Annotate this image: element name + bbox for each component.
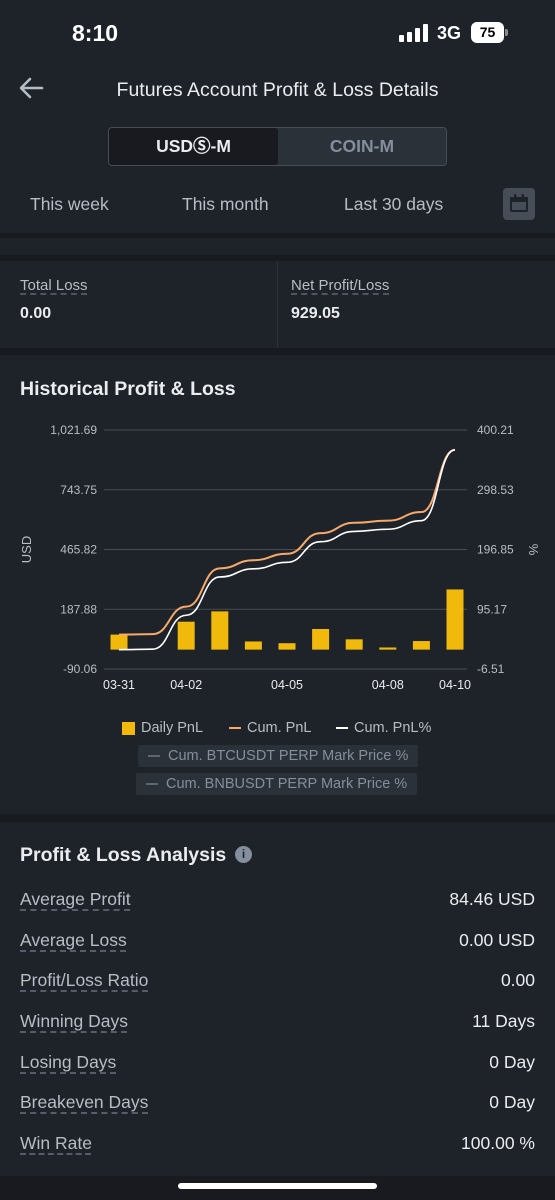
- analysis-row: Average Profit 84.46 USD: [20, 889, 535, 913]
- daily-pnl-swatch: [122, 721, 135, 735]
- average-profit-value: 84.46 USD: [449, 889, 535, 909]
- y-tick-right: 95.17: [477, 602, 507, 616]
- x-tick-label: 03-31: [103, 678, 135, 692]
- legend-bnbusdt-toggle[interactable]: Cum. BNBUSDT PERP Mark Price %: [136, 773, 418, 795]
- losing-days-label[interactable]: Losing Days: [20, 1052, 117, 1072]
- average-loss-label[interactable]: Average Loss: [20, 930, 127, 950]
- daily-pnl-bar: [244, 641, 262, 650]
- cum-pnl-pct-swatch: [336, 727, 348, 729]
- info-icon[interactable]: i: [235, 846, 252, 863]
- y-tick-left: 187.88: [60, 602, 97, 616]
- daily-pnl-bar: [278, 643, 296, 650]
- daily-pnl-bar: [211, 611, 229, 650]
- top-panel: [0, 0, 555, 233]
- y-tick-left: 743.75: [60, 483, 97, 497]
- home-indicator: [178, 1183, 377, 1189]
- analysis-row: Breakeven Days 0 Day: [20, 1092, 535, 1116]
- y-tick-right: 196.85: [477, 543, 514, 557]
- status-bar: 8:10 3G 75: [0, 0, 555, 66]
- winning-days-label[interactable]: Winning Days: [20, 1011, 128, 1031]
- pnl-analysis-panel: Profit & Loss Analysis i Average Profit …: [0, 822, 555, 1176]
- y-tick-right: 298.53: [477, 483, 514, 497]
- daily-pnl-bar: [110, 634, 128, 650]
- analysis-row: Losing Days 0 Day: [20, 1052, 535, 1076]
- win-rate-value: 100.00 %: [461, 1133, 535, 1153]
- net-profit-loss-label: Net Profit/Loss: [291, 277, 390, 294]
- y-tick-left: 465.82: [60, 543, 97, 557]
- signal-icon: [399, 24, 429, 42]
- battery-level: 75: [471, 22, 504, 43]
- legend-cum-pnl-label: Cum. PnL: [247, 720, 312, 736]
- back-arrow-icon[interactable]: [18, 76, 44, 100]
- summary-panel: Total Loss 0.00 Net Profit/Loss 929.05: [0, 261, 555, 348]
- daily-pnl-bar: [446, 589, 464, 650]
- analysis-row: Average Loss 0.00 USD: [20, 930, 535, 954]
- y-tick-left: 1,021.69: [50, 423, 97, 437]
- legend-bnbusdt-label: Cum. BNBUSDT PERP Mark Price %: [166, 776, 408, 792]
- cum-pnl-swatch: [229, 727, 241, 729]
- x-tick-label: 04-02: [170, 678, 202, 692]
- daily-pnl-bar: [412, 641, 430, 650]
- divider-strip: [0, 238, 555, 255]
- breakeven-days-label[interactable]: Breakeven Days: [20, 1092, 149, 1112]
- cum-pnl-line: [118, 448, 456, 636]
- net-profit-loss-value: 929.05: [291, 305, 340, 322]
- legend-btcusdt-label: Cum. BTCUSDT PERP Mark Price %: [168, 748, 409, 764]
- btc-swatch: [148, 755, 160, 757]
- total-loss-label: Total Loss: [20, 277, 88, 294]
- tab-usds-m[interactable]: USDⓈ-M: [109, 128, 278, 165]
- profit-loss-ratio-label[interactable]: Profit/Loss Ratio: [20, 970, 149, 990]
- analysis-row: Win Rate 100.00 %: [20, 1133, 535, 1157]
- network-type: 3G: [437, 23, 462, 43]
- daily-pnl-bar: [312, 629, 330, 650]
- period-this-month[interactable]: This month: [182, 194, 269, 214]
- daily-pnl-bar: [345, 639, 363, 650]
- y-tick-right: -6.51: [477, 662, 505, 676]
- x-tick-label: 04-10: [439, 678, 471, 692]
- battery-icon: 75: [471, 22, 508, 43]
- x-tick-label: 04-08: [372, 678, 404, 692]
- y-tick-left: -90.06: [63, 662, 97, 676]
- profit-loss-ratio-value: 0.00: [500, 970, 535, 990]
- y-axis-label: USD: [19, 536, 34, 563]
- tab-coin-m[interactable]: COIN-M: [329, 136, 395, 156]
- average-loss-value: 0.00 USD: [459, 930, 535, 950]
- average-profit-label[interactable]: Average Profit: [20, 889, 131, 909]
- legend-daily-pnl: Daily PnL: [122, 720, 203, 736]
- y2-axis-label: %: [526, 544, 541, 556]
- historical-pnl-title: Historical Profit & Loss: [20, 378, 236, 400]
- y-tick-right: 400.21: [477, 423, 514, 437]
- winning-days-value: 11 Days: [472, 1011, 535, 1031]
- losing-days-value: 0 Day: [489, 1052, 535, 1072]
- legend-cum-pnl-pct: Cum. PnL%: [336, 720, 431, 736]
- period-this-week[interactable]: This week: [30, 194, 109, 214]
- pnl-analysis-title: Profit & Loss Analysis: [20, 844, 227, 866]
- analysis-row: Profit/Loss Ratio 0.00: [20, 970, 535, 994]
- total-loss-value: 0.00: [20, 305, 52, 322]
- pnl-chart: 1,021.69 400.21 743.75 298.53 465.82 196.85 18…: [19, 423, 541, 692]
- daily-pnl-bar: [177, 621, 195, 650]
- breakeven-days-value: 0 Day: [489, 1092, 535, 1112]
- win-rate-label[interactable]: Win Rate: [20, 1133, 92, 1153]
- margin-type-switch: USDⓈ-M COIN-M: [108, 127, 447, 166]
- legend-cum-pnl-pct-label: Cum. PnL%: [354, 720, 432, 736]
- x-tick-label: 04-05: [271, 678, 303, 692]
- legend-cum-pnl: Cum. PnL: [229, 720, 311, 736]
- bnb-swatch: [146, 783, 158, 785]
- period-last-30-days[interactable]: Last 30 days: [344, 194, 444, 214]
- legend-btcusdt-toggle[interactable]: Cum. BTCUSDT PERP Mark Price %: [138, 745, 419, 767]
- analysis-row: Winning Days 11 Days: [20, 1011, 535, 1035]
- daily-pnl-bar: [379, 647, 397, 650]
- cum-pnl-pct-line: [118, 449, 456, 651]
- calendar-icon[interactable]: [503, 188, 535, 220]
- legend-daily-pnl-label: Daily PnL: [141, 720, 204, 736]
- page-title: Futures Account Profit & Loss Details: [116, 79, 439, 101]
- status-time: 8:10: [72, 20, 119, 46]
- historical-pnl-panel: Historical Profit & Loss 1,021.69 400.21 7…: [0, 355, 555, 814]
